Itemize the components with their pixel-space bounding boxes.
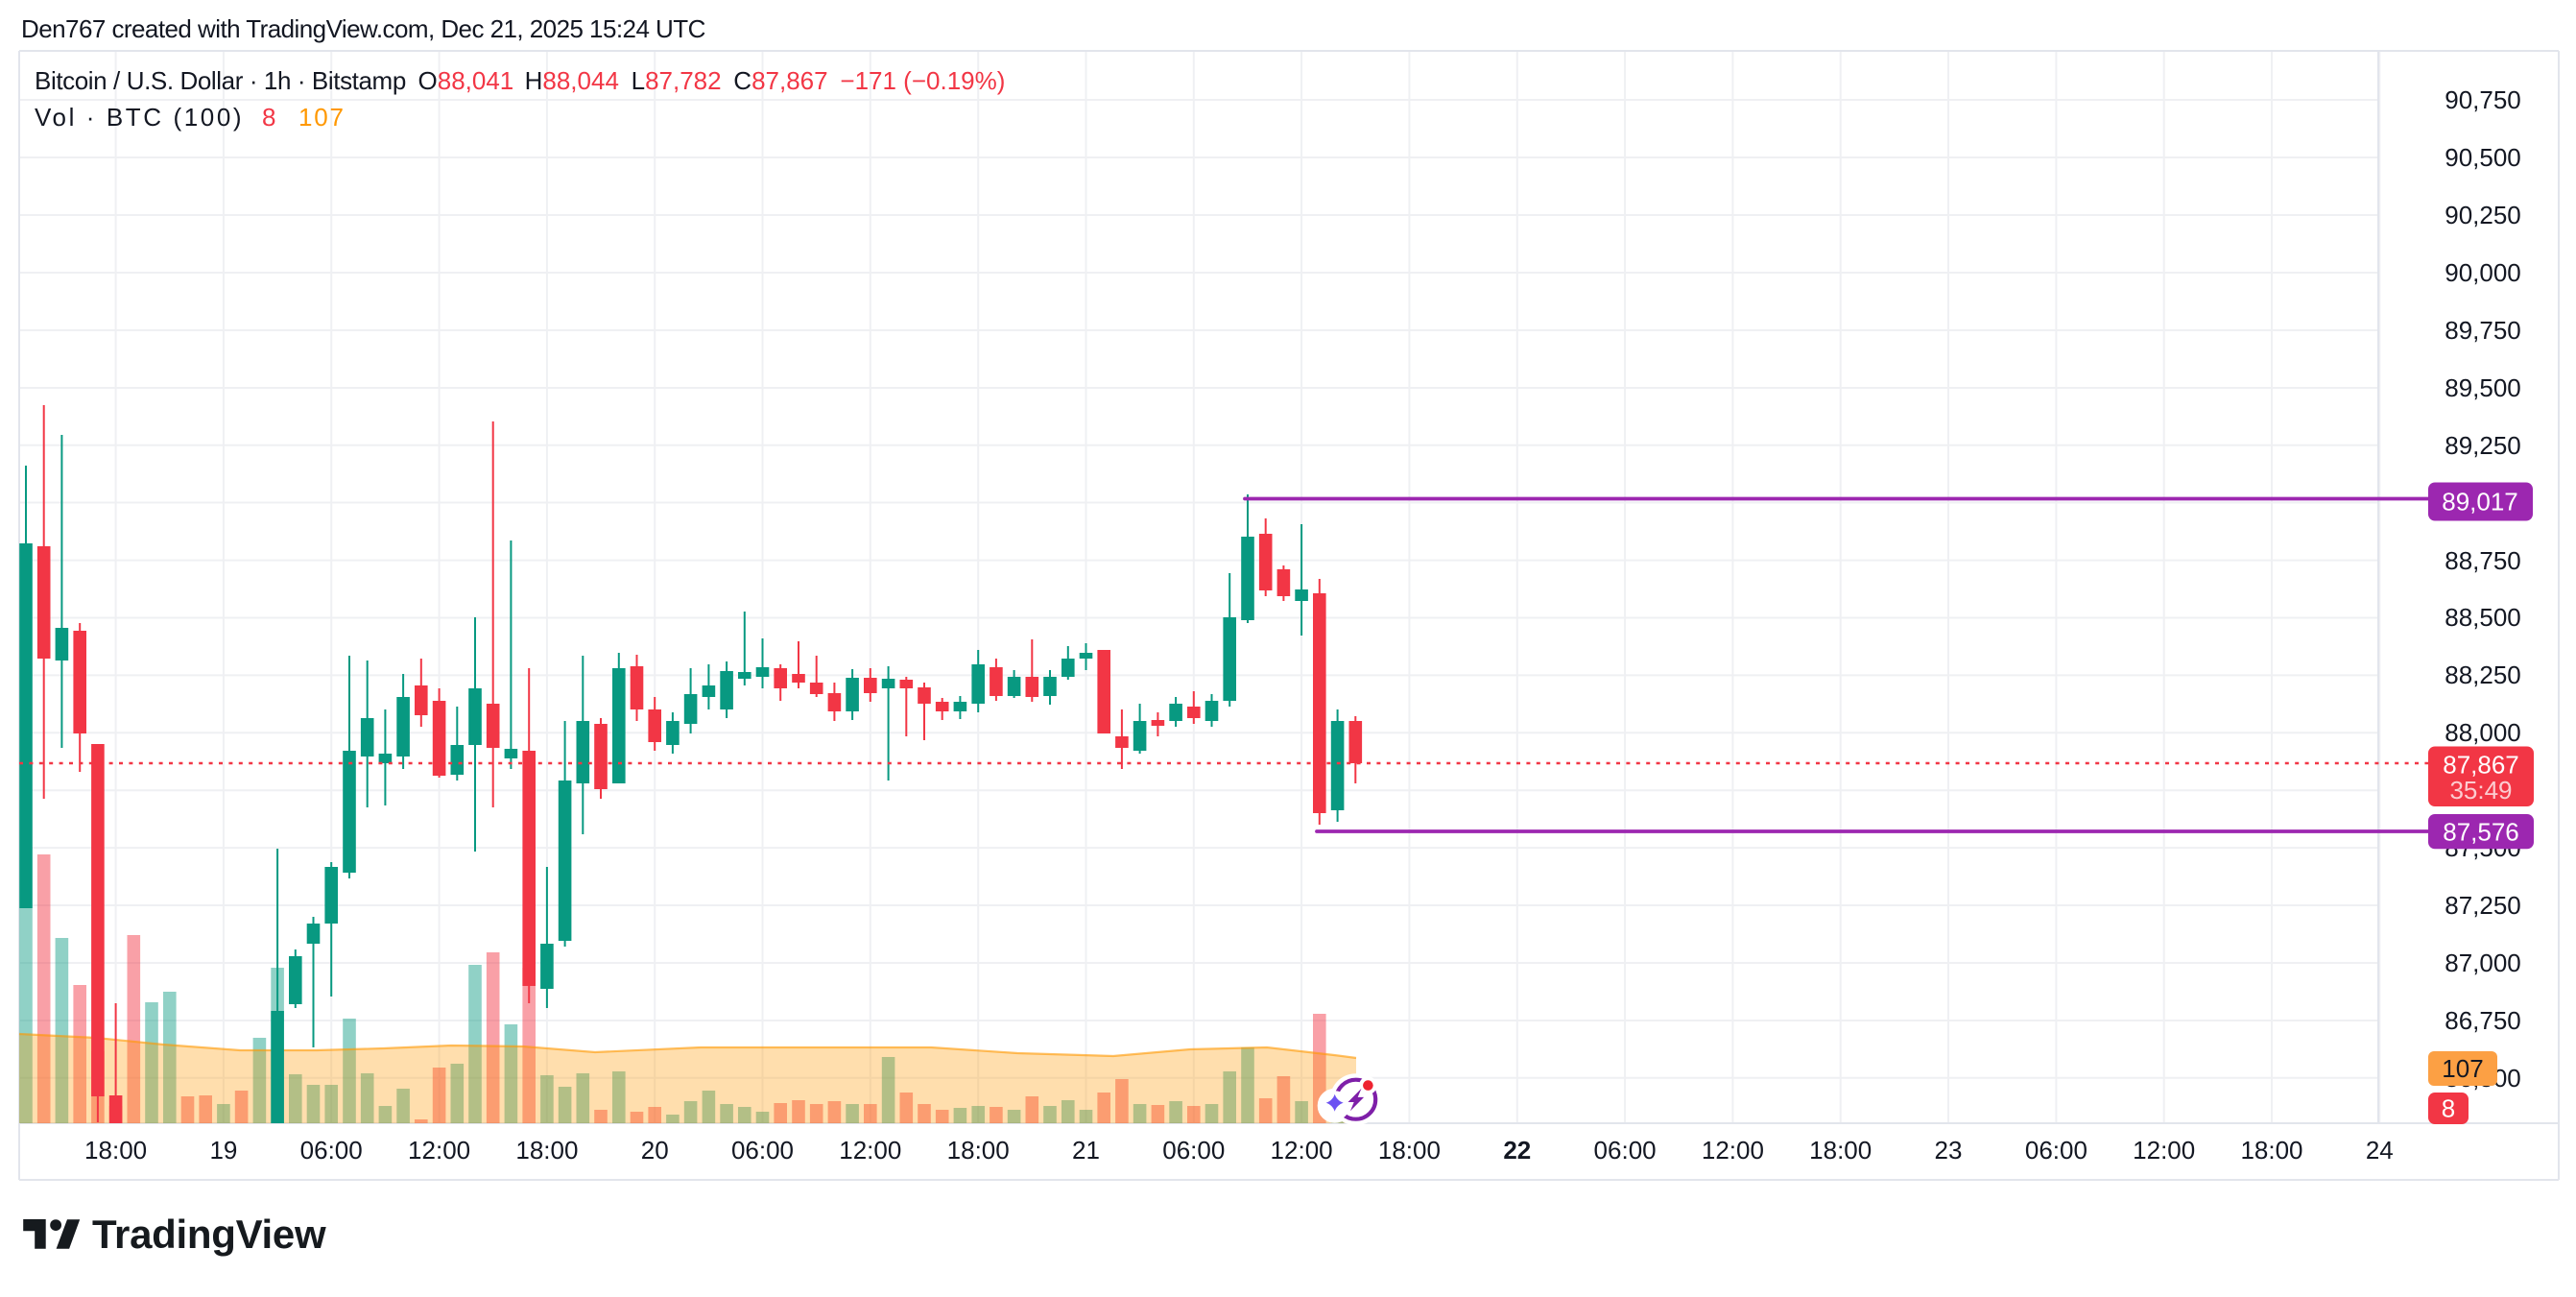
svg-text:24: 24 bbox=[2366, 1136, 2394, 1165]
svg-text:88,000: 88,000 bbox=[2445, 718, 2521, 747]
svg-text:90,500: 90,500 bbox=[2445, 143, 2521, 172]
svg-text:90,250: 90,250 bbox=[2445, 201, 2521, 229]
svg-text:Bitcoin / U.S. Dollar · 1h · B: Bitcoin / U.S. Dollar · 1h · Bitstamp O88… bbox=[35, 66, 1005, 95]
svg-text:18:00: 18:00 bbox=[515, 1136, 578, 1165]
svg-text:89,750: 89,750 bbox=[2445, 316, 2521, 345]
svg-text:35:49: 35:49 bbox=[2449, 776, 2512, 805]
svg-text:88,250: 88,250 bbox=[2445, 661, 2521, 689]
svg-text:12:00: 12:00 bbox=[408, 1136, 470, 1165]
svg-text:89,017: 89,017 bbox=[2442, 488, 2518, 516]
svg-text:18:00: 18:00 bbox=[947, 1136, 1010, 1165]
svg-text:87,867: 87,867 bbox=[2443, 751, 2519, 780]
svg-text:18:00: 18:00 bbox=[84, 1136, 147, 1165]
svg-text:19: 19 bbox=[209, 1136, 237, 1165]
svg-text:88,750: 88,750 bbox=[2445, 546, 2521, 575]
svg-text:06:00: 06:00 bbox=[2025, 1136, 2087, 1165]
svg-text:18:00: 18:00 bbox=[1378, 1136, 1441, 1165]
svg-text:89,250: 89,250 bbox=[2445, 431, 2521, 460]
svg-text:18:00: 18:00 bbox=[1809, 1136, 1872, 1165]
svg-text:22: 22 bbox=[1503, 1136, 1531, 1165]
svg-text:18:00: 18:00 bbox=[2240, 1136, 2302, 1165]
svg-text:12:00: 12:00 bbox=[2133, 1136, 2195, 1165]
svg-text:86,750: 86,750 bbox=[2445, 1006, 2521, 1035]
svg-text:TradingView: TradingView bbox=[92, 1212, 326, 1257]
svg-text:88,500: 88,500 bbox=[2445, 603, 2521, 632]
svg-text:87,250: 87,250 bbox=[2445, 891, 2521, 920]
svg-text:23: 23 bbox=[1935, 1136, 1963, 1165]
svg-text:8: 8 bbox=[2442, 1094, 2455, 1123]
svg-text:Den767 created with TradingVie: Den767 created with TradingView.com, Dec… bbox=[21, 14, 705, 43]
svg-text:06:00: 06:00 bbox=[300, 1136, 363, 1165]
svg-text:20: 20 bbox=[641, 1136, 669, 1165]
svg-text:87,000: 87,000 bbox=[2445, 949, 2521, 977]
svg-text:06:00: 06:00 bbox=[1162, 1136, 1225, 1165]
svg-text:21: 21 bbox=[1072, 1136, 1100, 1165]
svg-text:90,750: 90,750 bbox=[2445, 85, 2521, 114]
svg-text:87,576: 87,576 bbox=[2443, 818, 2519, 847]
svg-text:12:00: 12:00 bbox=[1702, 1136, 1764, 1165]
svg-text:107: 107 bbox=[2442, 1054, 2483, 1083]
svg-text:89,500: 89,500 bbox=[2445, 373, 2521, 402]
svg-text:12:00: 12:00 bbox=[839, 1136, 901, 1165]
svg-text:12:00: 12:00 bbox=[1271, 1136, 1333, 1165]
svg-text:06:00: 06:00 bbox=[1594, 1136, 1657, 1165]
svg-text:06:00: 06:00 bbox=[731, 1136, 794, 1165]
svg-text:90,000: 90,000 bbox=[2445, 258, 2521, 287]
